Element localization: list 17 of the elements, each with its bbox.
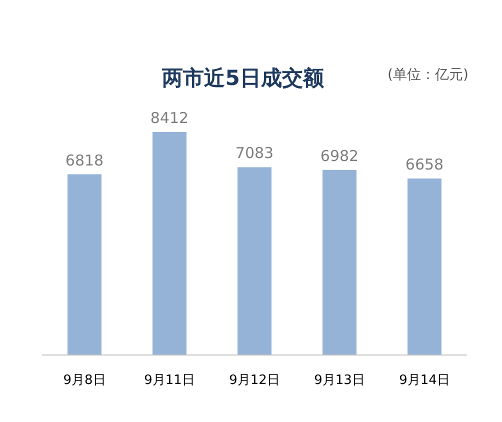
data-label: 8412	[150, 109, 189, 127]
x-tick-label: 9月11日	[144, 373, 195, 388]
x-tick-label: 9月13日	[314, 373, 365, 388]
text: (单位：亿元)	[388, 67, 468, 83]
bar	[408, 178, 442, 355]
data-label: 6658	[405, 156, 444, 174]
data-label: 6818	[65, 151, 104, 170]
bar	[68, 174, 102, 355]
x-tick-label: 9月12日	[229, 373, 280, 388]
data-label: 6982	[320, 146, 359, 165]
bar	[322, 170, 356, 355]
chart-title: 两市近5日成交额	[161, 66, 325, 90]
data-label: 7083	[235, 144, 274, 162]
bar	[238, 167, 272, 355]
x-tick-label: 9月8日	[63, 373, 106, 388]
bar	[152, 132, 186, 355]
x-tick-label: 9月14日	[399, 373, 450, 388]
